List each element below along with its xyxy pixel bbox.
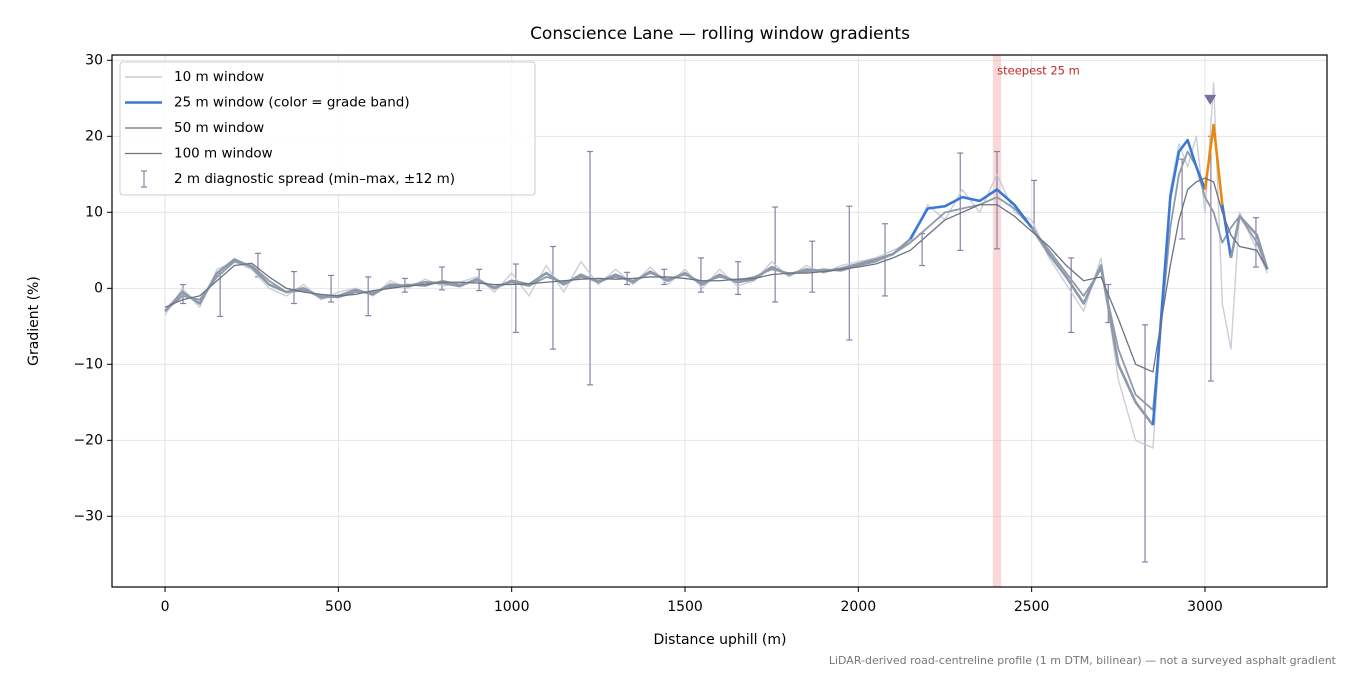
legend-swatch — [141, 170, 147, 188]
highlight-band — [992, 55, 1002, 587]
error-bar — [957, 152, 964, 251]
chart-title: Conscience Lane — rolling window gradien… — [530, 24, 910, 44]
y-tick-label: −30 — [73, 508, 103, 524]
error-bar — [365, 276, 372, 317]
legend-box — [119, 61, 536, 196]
legend-label: 10 m window — [174, 69, 264, 85]
error-bar — [549, 245, 556, 350]
error-bar — [993, 150, 1000, 250]
series-line — [164, 177, 1268, 373]
x-axis-label: Distance uphill (m) — [654, 632, 787, 648]
legend-label: 50 m window — [174, 120, 264, 136]
y-tick-label: 0 — [94, 280, 103, 296]
error-bar — [587, 150, 594, 386]
error-bar — [846, 205, 853, 341]
highlight-label: steepest 25 m — [997, 64, 1080, 78]
peak-marker — [1204, 94, 1217, 105]
error-bar — [512, 263, 519, 333]
x-tick-label: 2500 — [1014, 599, 1050, 615]
error-bar — [290, 271, 297, 305]
y-tick-label: −20 — [73, 432, 103, 448]
series-line — [909, 188, 1033, 240]
x-tick-label: 1500 — [667, 599, 703, 615]
series-line — [1203, 123, 1224, 205]
plot-frame — [111, 54, 1328, 588]
x-tick-label: 3000 — [1187, 599, 1223, 615]
x-tick-label: 2000 — [841, 599, 877, 615]
legend-label: 100 m window — [174, 146, 273, 162]
error-bar — [882, 223, 889, 297]
legend-label: 2 m diagnostic spread (min–max, ±12 m) — [174, 171, 455, 187]
footnote: LiDAR-derived road-centreline profile (1… — [829, 654, 1337, 667]
series-line — [1221, 204, 1233, 259]
series-line — [1030, 226, 1155, 426]
error-bar — [1142, 324, 1149, 563]
y-axis-label: Gradient (%) — [26, 276, 42, 366]
error-bar — [735, 261, 742, 295]
error-bar — [809, 240, 816, 293]
y-tick-label: −10 — [73, 356, 103, 372]
x-tick-label: 0 — [161, 599, 170, 615]
x-tick-label: 1000 — [494, 599, 530, 615]
y-tick-label: 30 — [85, 52, 103, 68]
y-tick-label: 10 — [85, 204, 103, 220]
series-line — [164, 237, 912, 312]
series-line — [1229, 214, 1269, 270]
legend-label: 25 m window (color = grade band) — [174, 95, 410, 111]
error-bar — [772, 206, 779, 303]
y-tick-label: 20 — [85, 128, 103, 144]
series-line — [1151, 138, 1207, 426]
x-tick-label: 500 — [325, 599, 352, 615]
error-bar — [1207, 135, 1214, 382]
